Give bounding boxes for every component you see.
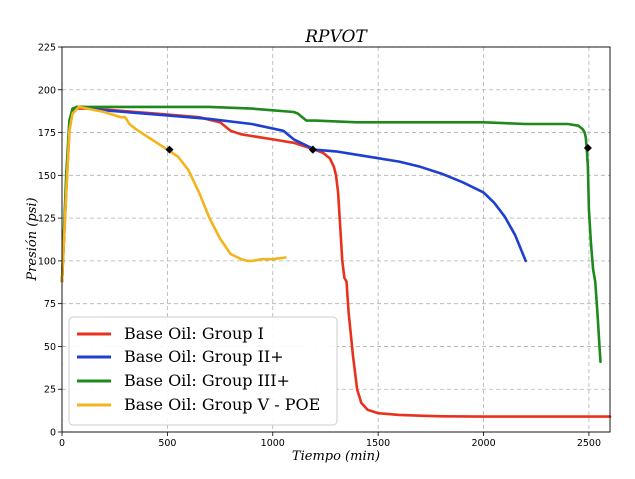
- y-tick-label: 125: [38, 214, 56, 225]
- x-tick-label: 1500: [366, 438, 390, 449]
- legend-label-group-iii-plus: Base Oil: Group III+: [124, 371, 290, 390]
- x-tick-label: 0: [59, 438, 65, 449]
- plot-frame: [61, 46, 611, 433]
- y-tick-label: 0: [50, 428, 56, 439]
- series-marker-base-oil-group-v-poe: [165, 145, 174, 154]
- legend-label-group-ii-plus: Base Oil: Group II+: [124, 347, 284, 366]
- tick-layer: 0 500 1000 1500 2000 2500 0 25 50 75 100 125 150 175 2…: [38, 43, 601, 450]
- series-line-base-oil-group-v-poe: [60, 105, 287, 283]
- y-tick-label: 50: [44, 342, 56, 353]
- y-tick-label: 200: [38, 85, 56, 96]
- y-tick-label: 175: [38, 128, 56, 139]
- legend-label-group-v-poe: Base Oil: Group V - POE: [124, 395, 320, 414]
- x-axis-label: Tiempo (min): [292, 449, 380, 464]
- series-layer: [60, 105, 612, 418]
- y-tick-label: 150: [38, 171, 56, 182]
- marker-layer: [165, 143, 592, 154]
- y-axis-label: Presión (psi): [25, 197, 40, 281]
- y-tick-label: 225: [38, 43, 56, 54]
- legend: Base Oil: Group I Base Oil: Group II+ Ba…: [68, 316, 338, 426]
- y-tick-label: 100: [38, 256, 56, 267]
- x-tick-label: 500: [158, 438, 176, 449]
- series-line-base-oil-group-iii: [60, 105, 602, 364]
- y-tick-label: 75: [44, 299, 56, 310]
- x-tick-label: 2500: [577, 438, 601, 449]
- chart-title: RPVOT: [304, 27, 368, 47]
- series-marker-base-oil-group-iii: [583, 143, 592, 152]
- x-tick-label: 1000: [261, 438, 285, 449]
- series-marker-base-oil-group-ii: [308, 145, 317, 154]
- x-tick-label: 2000: [471, 438, 495, 449]
- legend-label-group-i: Base Oil: Group I: [124, 324, 264, 343]
- legend-frame: [68, 316, 338, 426]
- series-line-base-oil-group-ii: [60, 105, 528, 283]
- y-tick-label: 25: [44, 385, 56, 396]
